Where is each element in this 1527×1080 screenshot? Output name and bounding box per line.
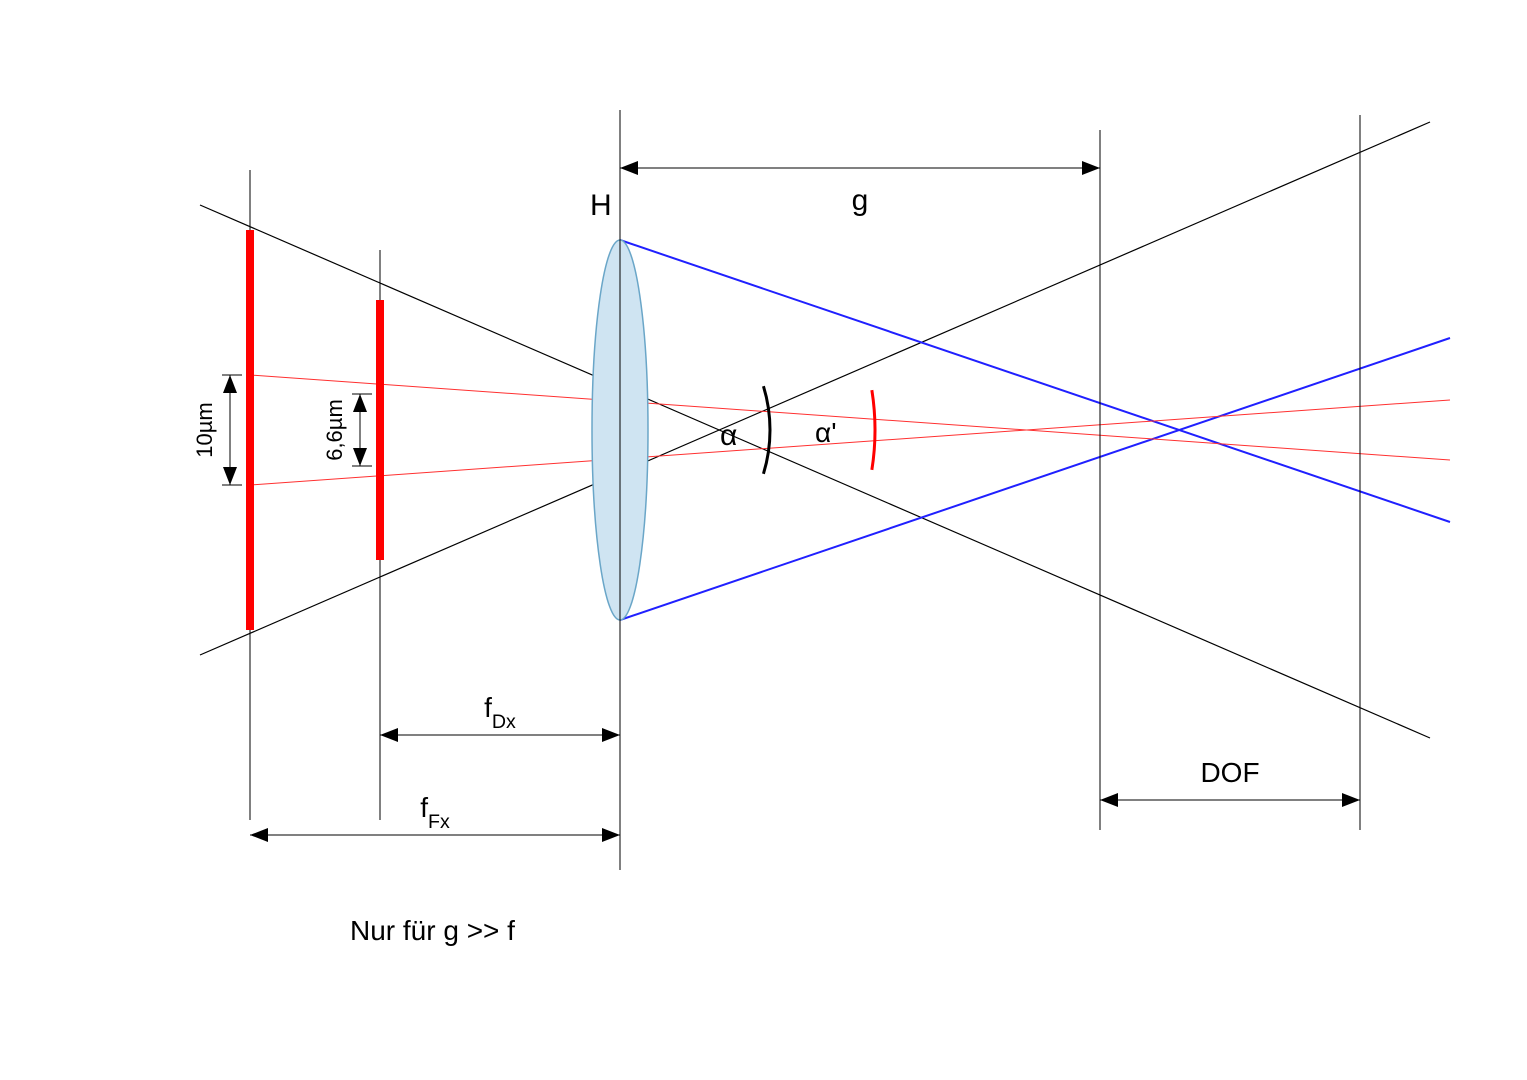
red-ray-top (250, 375, 1450, 460)
dim-ffx-label: fFx (420, 792, 450, 833)
note-text: Nur für g >> f (350, 915, 515, 946)
red-ray-bot (250, 400, 1450, 485)
dim-g-label: g (852, 184, 869, 217)
arc-alpha-prime (872, 390, 875, 470)
label-alpha: α (720, 419, 737, 452)
dim-10um-label: 10µm (192, 402, 217, 457)
arc-alpha (763, 386, 770, 474)
dim-dof-label: DOF (1200, 757, 1259, 788)
dim-fdx-label: fDx (484, 692, 516, 733)
label-alpha-prime: α' (815, 417, 837, 448)
dim-6p6um-label: 6,6µm (322, 399, 347, 461)
label-h: H (590, 189, 612, 222)
